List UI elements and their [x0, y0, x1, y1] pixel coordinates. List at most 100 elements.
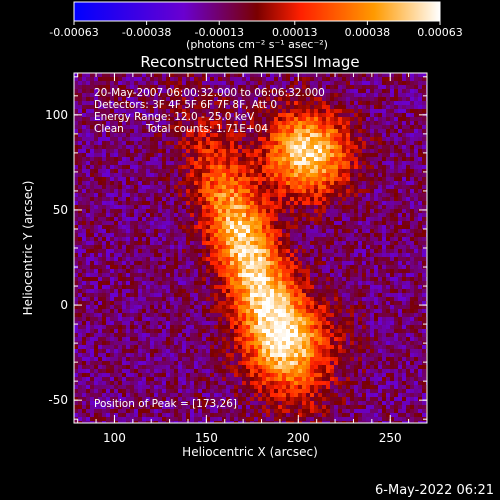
heatmap-cell	[142, 237, 146, 241]
heatmap-cell	[278, 109, 282, 113]
heatmap-cell	[398, 293, 402, 297]
heatmap-cell	[118, 293, 122, 297]
heatmap-cell	[410, 185, 414, 189]
heatmap-cell	[170, 225, 174, 229]
heatmap-cell	[114, 109, 118, 113]
heatmap-cell	[214, 77, 218, 81]
heatmap-cell	[218, 157, 222, 161]
heatmap-cell	[282, 77, 286, 81]
heatmap-cell	[218, 109, 222, 113]
heatmap-cell	[314, 213, 318, 217]
heatmap-cell	[346, 169, 350, 173]
heatmap-cell	[214, 85, 218, 89]
heatmap-cell	[130, 237, 134, 241]
heatmap-cell	[230, 289, 234, 293]
heatmap-cell	[230, 209, 234, 213]
heatmap-cell	[186, 185, 190, 189]
heatmap-cell	[202, 121, 206, 125]
heatmap-cell	[378, 177, 382, 181]
heatmap-cell	[290, 213, 294, 217]
heatmap-cell	[326, 281, 330, 285]
heatmap-cell	[318, 161, 322, 165]
heatmap-cell	[278, 137, 282, 141]
heatmap-cell	[374, 161, 378, 165]
heatmap-cell	[238, 261, 242, 265]
heatmap-cell	[82, 165, 86, 169]
heatmap-cell	[262, 193, 266, 197]
heatmap-cell	[262, 97, 266, 101]
heatmap-cell	[318, 145, 322, 149]
heatmap-cell	[330, 281, 334, 285]
heatmap-cell	[162, 93, 166, 97]
heatmap-cell	[86, 277, 90, 281]
heatmap-cell	[250, 229, 254, 233]
heatmap-cell	[82, 133, 86, 137]
heatmap-cell	[74, 129, 78, 133]
heatmap-cell	[302, 237, 306, 241]
heatmap-cell	[306, 285, 310, 289]
heatmap-cell	[350, 117, 354, 121]
heatmap-cell	[354, 97, 358, 101]
heatmap-cell	[86, 289, 90, 293]
heatmap-cell	[86, 145, 90, 149]
heatmap-cell	[262, 125, 266, 129]
heatmap-cell	[130, 197, 134, 201]
heatmap-cell	[294, 165, 298, 169]
heatmap-cell	[74, 73, 78, 77]
heatmap-cell	[230, 205, 234, 209]
heatmap-cell	[286, 257, 290, 261]
heatmap-cell	[422, 157, 426, 161]
heatmap-cell	[310, 129, 314, 133]
heatmap-cell	[238, 185, 242, 189]
heatmap-cell	[270, 209, 274, 213]
heatmap-cell	[186, 129, 190, 133]
heatmap-cell	[362, 153, 366, 157]
heatmap-cell	[118, 141, 122, 145]
heatmap-cell	[154, 149, 158, 153]
heatmap-cell	[354, 229, 358, 233]
heatmap-cell	[258, 189, 262, 193]
heatmap-cell	[278, 273, 282, 277]
heatmap-cell	[210, 293, 214, 297]
heatmap-cell	[230, 229, 234, 233]
heatmap-cell	[294, 153, 298, 157]
heatmap-cell	[362, 145, 366, 149]
heatmap-cell	[254, 97, 258, 101]
heatmap-cell	[142, 169, 146, 173]
heatmap-cell	[258, 221, 262, 225]
heatmap-cell	[174, 241, 178, 245]
heatmap-cell	[206, 73, 210, 77]
heatmap-cell	[174, 237, 178, 241]
heatmap-cell	[370, 241, 374, 245]
heatmap-cell	[190, 245, 194, 249]
heatmap-cell	[178, 177, 182, 181]
heatmap-cell	[318, 117, 322, 121]
heatmap-cell	[218, 293, 222, 297]
heatmap-cell	[350, 257, 354, 261]
heatmap-cell	[174, 81, 178, 85]
heatmap-cell	[222, 165, 226, 169]
heatmap-cell	[354, 173, 358, 177]
heatmap-cell	[286, 221, 290, 225]
heatmap-cell	[186, 189, 190, 193]
heatmap-cell	[402, 233, 406, 237]
heatmap-cell	[310, 81, 314, 85]
heatmap-cell	[366, 125, 370, 129]
heatmap-cell	[130, 153, 134, 157]
heatmap-cell	[118, 217, 122, 221]
heatmap-cell	[378, 133, 382, 137]
heatmap-cell	[354, 209, 358, 213]
heatmap-cell	[162, 253, 166, 257]
heatmap-cell	[170, 193, 174, 197]
heatmap-cell	[266, 237, 270, 241]
heatmap-cell	[350, 217, 354, 221]
heatmap-cell	[170, 257, 174, 261]
heatmap-cell	[182, 77, 186, 81]
heatmap-cell	[206, 81, 210, 85]
heatmap-cell	[278, 293, 282, 297]
heatmap-cell	[346, 209, 350, 213]
heatmap-cell	[250, 77, 254, 81]
heatmap-cell	[190, 193, 194, 197]
heatmap-cell	[306, 105, 310, 109]
heatmap-cell	[302, 81, 306, 85]
